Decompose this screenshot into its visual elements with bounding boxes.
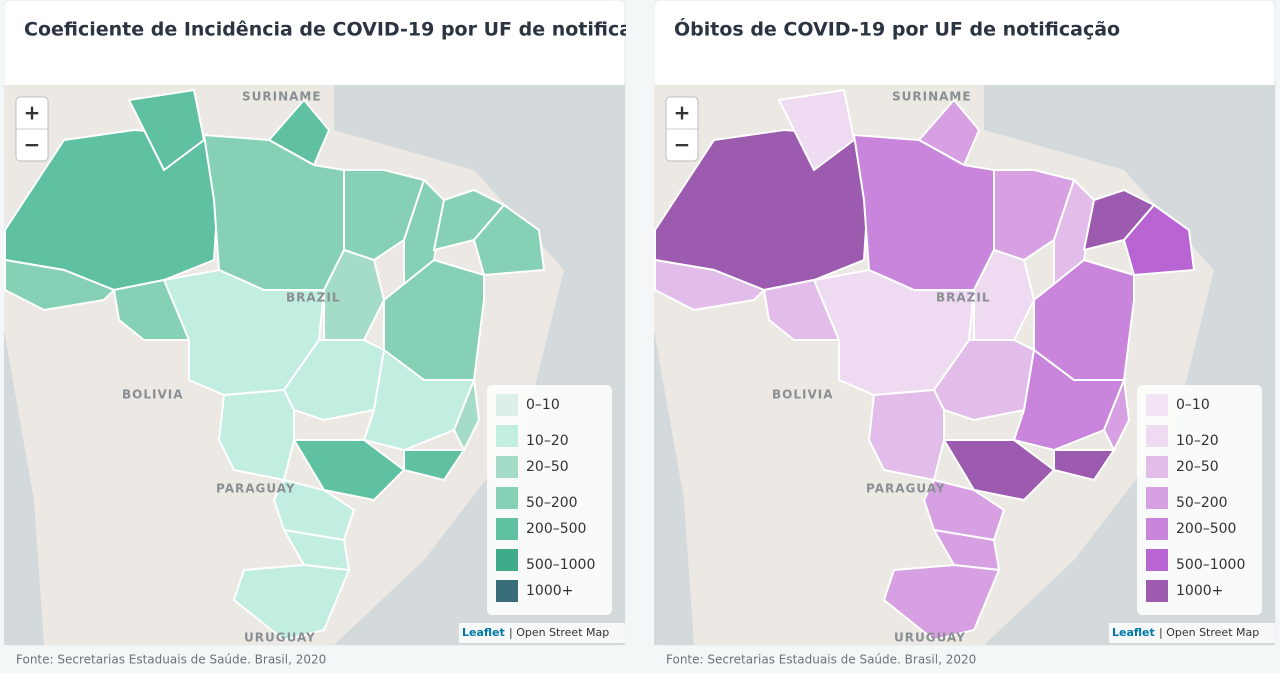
attribution-link[interactable]: Leaflet bbox=[1112, 626, 1155, 639]
legend-swatch bbox=[1146, 425, 1168, 447]
legend-label: 0–10 bbox=[526, 397, 560, 413]
map-panel: Óbitos de COVID-19 por UF de notificação… bbox=[653, 0, 1276, 669]
attribution-bg bbox=[459, 623, 625, 643]
ocean bbox=[654, 330, 694, 645]
legend bbox=[487, 385, 612, 615]
map-label: URUGUAY bbox=[894, 631, 966, 645]
legend-swatch bbox=[496, 518, 518, 540]
legend-label: 0–10 bbox=[1176, 397, 1210, 413]
map-label: BRAZIL bbox=[286, 291, 341, 305]
panel-svg: Coeficiente de Incidência de COVID-19 po… bbox=[3, 0, 669, 667]
legend-swatch bbox=[1146, 580, 1168, 602]
state bbox=[127, 88, 206, 172]
legend-label: 20–50 bbox=[526, 459, 569, 475]
panel-title: Coeficiente de Incidência de COVID-19 po… bbox=[24, 19, 626, 41]
state bbox=[654, 258, 766, 312]
legend-label: 500–1000 bbox=[1176, 557, 1245, 573]
map-label: BRAZIL bbox=[936, 291, 991, 305]
state bbox=[777, 88, 856, 172]
source-note: Fonte: Secretarias Estaduais de Saúde. B… bbox=[666, 653, 976, 667]
legend-label: 10–20 bbox=[526, 433, 569, 449]
zoom-button[interactable]: + bbox=[674, 101, 691, 125]
state bbox=[292, 439, 406, 502]
attribution-link[interactable]: Leaflet bbox=[462, 626, 505, 639]
ocean bbox=[4, 330, 44, 645]
attribution-text: | Open Street Map bbox=[509, 626, 609, 639]
legend-swatch bbox=[496, 425, 518, 447]
legend-swatch bbox=[496, 487, 518, 509]
legend-label: 500–1000 bbox=[526, 557, 595, 573]
state bbox=[1122, 203, 1196, 277]
map-label: BOLIVIA bbox=[772, 388, 834, 402]
legend-label: 1000+ bbox=[526, 583, 573, 599]
legend-label: 20–50 bbox=[1176, 459, 1219, 475]
map-label: BOLIVIA bbox=[122, 388, 184, 402]
state bbox=[472, 203, 546, 277]
panel-title: Óbitos de COVID-19 por UF de notificação bbox=[674, 17, 1120, 41]
legend-swatch bbox=[496, 456, 518, 478]
attribution-bg bbox=[1109, 623, 1275, 643]
map-label: SURINAME bbox=[892, 90, 972, 104]
legend-swatch bbox=[496, 394, 518, 416]
state bbox=[1053, 449, 1116, 482]
zoom-button[interactable]: − bbox=[674, 133, 691, 157]
zoom-button[interactable]: − bbox=[24, 133, 41, 157]
legend-label: 200–500 bbox=[1176, 521, 1236, 537]
map-label: URUGUAY bbox=[244, 631, 316, 645]
state bbox=[217, 388, 295, 482]
legend-swatch bbox=[496, 549, 518, 571]
legend-label: 200–500 bbox=[526, 521, 586, 537]
legend-swatch bbox=[1146, 487, 1168, 509]
legend-label: 50–200 bbox=[1176, 495, 1228, 511]
state bbox=[452, 379, 481, 453]
state bbox=[403, 449, 466, 482]
map-panel: Coeficiente de Incidência de COVID-19 po… bbox=[3, 0, 669, 669]
legend-label: 50–200 bbox=[526, 495, 578, 511]
legend-swatch bbox=[1146, 549, 1168, 571]
legend-label: 1000+ bbox=[1176, 583, 1223, 599]
legend-swatch bbox=[1146, 394, 1168, 416]
state bbox=[232, 563, 351, 642]
source-note: Fonte: Secretarias Estaduais de Saúde. B… bbox=[16, 653, 326, 667]
state bbox=[942, 439, 1056, 502]
legend-label: 10–20 bbox=[1176, 433, 1219, 449]
legend-swatch bbox=[1146, 518, 1168, 540]
state bbox=[882, 563, 1001, 642]
map-label: PARAGUAY bbox=[866, 482, 946, 496]
panel-svg: Óbitos de COVID-19 por UF de notificação… bbox=[653, 0, 1276, 667]
legend-swatch bbox=[1146, 456, 1168, 478]
map-label: SURINAME bbox=[242, 90, 322, 104]
legend bbox=[1137, 385, 1262, 615]
zoom-button[interactable]: + bbox=[24, 101, 41, 125]
state bbox=[867, 388, 945, 482]
attribution-text: | Open Street Map bbox=[1159, 626, 1259, 639]
state bbox=[1102, 379, 1131, 453]
legend-swatch bbox=[496, 580, 518, 602]
map-label: PARAGUAY bbox=[216, 482, 296, 496]
state bbox=[4, 258, 116, 312]
